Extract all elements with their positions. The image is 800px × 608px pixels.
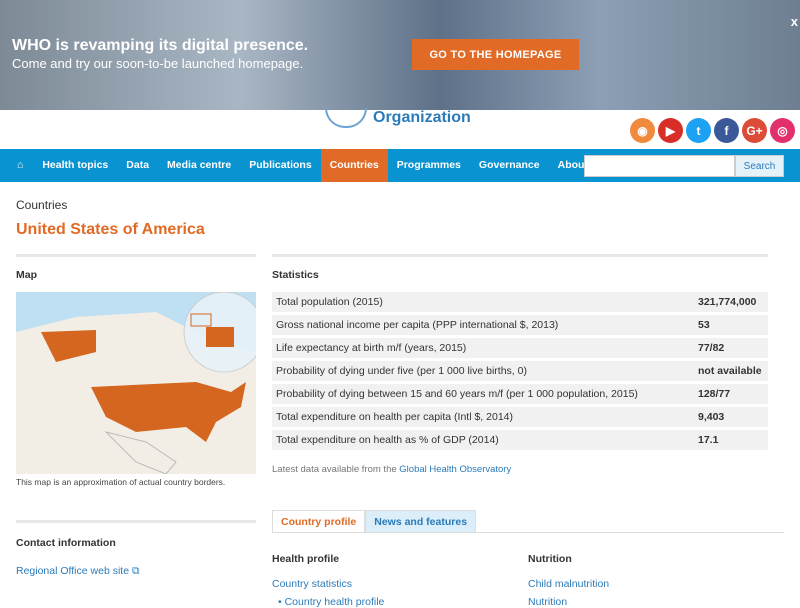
social-links: ◉ ▶ t f G+ ◎ bbox=[630, 118, 795, 143]
nav-countries[interactable]: Countries bbox=[320, 149, 388, 182]
data-source-note: Latest data available from the Global He… bbox=[272, 464, 511, 475]
statistics-table: Total population (2015) 321,774,000 Gross … bbox=[272, 289, 768, 453]
map-graphic bbox=[16, 292, 256, 474]
table-row: Total expenditure on health as % of GDP … bbox=[272, 430, 768, 450]
go-to-homepage-button[interactable]: GO TO THE HOMEPAGE bbox=[412, 39, 579, 70]
country-health-profile-link[interactable]: • Country health profile bbox=[278, 596, 385, 608]
country-statistics-link[interactable]: Country statistics bbox=[272, 578, 352, 590]
nutrition-link[interactable]: Nutrition bbox=[528, 596, 568, 608]
stat-value: 17.1 bbox=[694, 430, 768, 450]
logo-text: Organization bbox=[373, 109, 471, 126]
nav-governance[interactable]: Governance bbox=[478, 159, 540, 171]
search-input[interactable] bbox=[584, 155, 735, 177]
instagram-icon[interactable]: ◎ bbox=[770, 118, 795, 143]
nav-programmes[interactable]: Programmes bbox=[396, 159, 461, 171]
stat-label: Total population (2015) bbox=[272, 292, 694, 312]
divider bbox=[16, 254, 256, 257]
close-banner-button[interactable]: x bbox=[790, 14, 798, 29]
page-title: United States of America bbox=[16, 221, 205, 238]
map-heading: Map bbox=[16, 269, 37, 281]
nutrition-heading: Nutrition bbox=[528, 553, 572, 565]
stat-value: 53 bbox=[694, 315, 768, 335]
tab-news-and-features[interactable]: News and features bbox=[365, 510, 477, 532]
gho-link[interactable]: Global Health Observatory bbox=[399, 464, 512, 475]
map-caption: This map is an approximation of actual c… bbox=[16, 477, 226, 487]
country-map bbox=[16, 292, 256, 474]
table-row: Probability of dying under five (per 1 0… bbox=[272, 361, 768, 381]
child-malnutrition-link[interactable]: Child malnutrition bbox=[528, 578, 610, 590]
google-plus-icon[interactable]: G+ bbox=[742, 118, 767, 143]
home-icon[interactable]: ⌂ bbox=[17, 159, 24, 171]
stat-label: Total expenditure on health as % of GDP … bbox=[272, 430, 694, 450]
stat-label: Probability of dying under five (per 1 0… bbox=[272, 361, 694, 381]
nav-health-topics[interactable]: Health topics bbox=[42, 159, 109, 171]
stat-label: Life expectancy at birth m/f (years, 201… bbox=[272, 338, 694, 358]
banner-title: WHO is revamping its digital presence. bbox=[12, 37, 309, 54]
regional-office-link[interactable]: Regional Office web site ⧉ bbox=[16, 565, 139, 578]
search-form: Search bbox=[584, 155, 784, 177]
stat-label: Gross national income per capita (PPP in… bbox=[272, 315, 694, 335]
nav-data[interactable]: Data bbox=[126, 159, 150, 171]
table-row: Probability of dying between 15 and 60 y… bbox=[272, 384, 768, 404]
twitter-icon[interactable]: t bbox=[686, 118, 711, 143]
stat-label: Probability of dying between 15 and 60 y… bbox=[272, 384, 694, 404]
divider bbox=[272, 254, 768, 257]
breadcrumb[interactable]: Countries bbox=[16, 198, 68, 212]
table-row: Total population (2015) 321,774,000 bbox=[272, 292, 768, 312]
profile-tabs: Country profile News and features bbox=[272, 510, 784, 533]
nav-media-centre[interactable]: Media centre bbox=[167, 159, 232, 171]
rss-icon[interactable]: ◉ bbox=[630, 118, 655, 143]
nav-publications[interactable]: Publications bbox=[249, 159, 312, 171]
statistics-heading: Statistics bbox=[272, 269, 319, 281]
health-profile-heading: Health profile bbox=[272, 553, 340, 565]
stat-value: 9,403 bbox=[694, 407, 768, 427]
stat-value: 128/77 bbox=[694, 384, 768, 404]
note-text: Latest data available from the bbox=[272, 464, 400, 475]
stat-value: 321,774,000 bbox=[694, 292, 768, 312]
table-row: Gross national income per capita (PPP in… bbox=[272, 315, 768, 335]
regional-office-link-text[interactable]: Regional Office web site bbox=[16, 565, 130, 577]
facebook-icon[interactable]: f bbox=[714, 118, 739, 143]
external-link-icon: ⧉ bbox=[131, 565, 140, 577]
country-health-profile-text[interactable]: Country health profile bbox=[284, 596, 385, 608]
divider bbox=[16, 520, 256, 523]
stat-value: 77/82 bbox=[694, 338, 768, 358]
tab-country-profile[interactable]: Country profile bbox=[272, 510, 366, 532]
table-row: Total expenditure on health per capita (… bbox=[272, 407, 768, 427]
promo-banner: WHO is revamping its digital presence. C… bbox=[0, 0, 800, 110]
who-logo[interactable]: Organization bbox=[325, 108, 471, 128]
stat-label: Total expenditure on health per capita (… bbox=[272, 407, 694, 427]
youtube-icon[interactable]: ▶ bbox=[658, 118, 683, 143]
table-row: Life expectancy at birth m/f (years, 201… bbox=[272, 338, 768, 358]
stat-value: not available bbox=[694, 361, 768, 381]
contact-heading: Contact information bbox=[16, 537, 116, 549]
banner-subtitle: Come and try our soon-to-be launched hom… bbox=[12, 56, 304, 71]
search-button[interactable]: Search bbox=[735, 155, 784, 177]
un-emblem-icon bbox=[325, 108, 367, 128]
